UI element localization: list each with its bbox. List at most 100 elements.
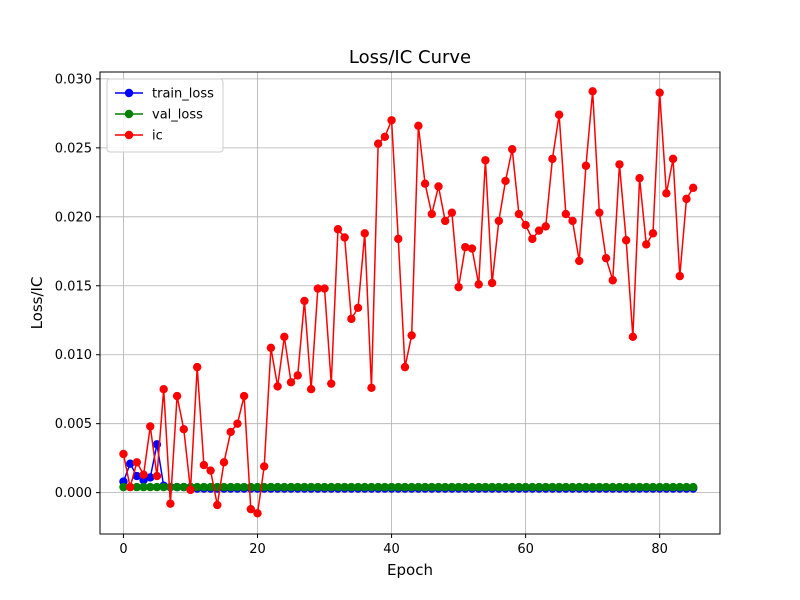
val_loss-point xyxy=(306,482,316,492)
val_loss-point xyxy=(400,482,410,492)
val_loss-point xyxy=(320,482,329,492)
val_loss-point xyxy=(575,482,584,492)
ic-point xyxy=(206,466,215,475)
legend-item-ic: ic xyxy=(115,129,163,144)
ic-point xyxy=(662,189,671,198)
val_loss-point xyxy=(447,482,457,492)
val_loss-point xyxy=(139,482,148,492)
val_loss-point xyxy=(367,482,376,492)
val_loss-point xyxy=(675,482,684,492)
ic-point xyxy=(501,176,510,186)
x-tick-label: 80 xyxy=(651,542,668,557)
val_loss-point xyxy=(688,482,698,492)
val_loss-point xyxy=(642,482,651,492)
ic-point xyxy=(494,216,504,226)
val_loss-point xyxy=(528,482,537,492)
val_loss-point xyxy=(554,482,564,492)
ic-point xyxy=(474,280,483,289)
val_loss-point xyxy=(514,482,524,492)
val_loss-point xyxy=(487,482,497,492)
ic-point xyxy=(213,500,222,510)
ic-point xyxy=(440,216,450,226)
val_loss-point xyxy=(380,482,390,492)
ic-point xyxy=(380,132,390,142)
val_loss-point xyxy=(588,482,597,492)
ic-point xyxy=(367,383,376,393)
ic-point xyxy=(454,282,463,292)
val_loss-point xyxy=(353,482,363,492)
val_loss-point xyxy=(541,482,550,492)
ic-point xyxy=(601,253,611,263)
ic-point xyxy=(166,499,175,508)
ic-point xyxy=(461,242,470,252)
ic-point xyxy=(628,332,638,341)
val_loss-point xyxy=(347,482,356,492)
ic-point xyxy=(561,209,571,219)
val_loss-point xyxy=(119,482,128,492)
ic-point xyxy=(648,229,658,238)
ic-point xyxy=(132,458,142,467)
ic-point xyxy=(192,362,202,372)
ic-point xyxy=(688,183,698,193)
ic-point xyxy=(514,209,524,219)
ic-point xyxy=(554,110,564,119)
ic-point xyxy=(675,271,684,281)
ic-point xyxy=(414,121,423,130)
ic-point xyxy=(273,382,282,391)
val_loss-point xyxy=(293,482,302,492)
val_loss-point xyxy=(595,482,604,492)
y-axis-title: Loss/IC xyxy=(28,277,46,330)
ic-point xyxy=(320,284,329,293)
legend-swatch-marker xyxy=(124,88,134,98)
ic-point xyxy=(481,156,490,165)
ic-point xyxy=(608,276,617,285)
ic-point xyxy=(407,331,416,340)
ic-line xyxy=(122,91,694,515)
ic-point xyxy=(581,161,591,170)
y-tick-label: 0.030 xyxy=(55,72,92,87)
val_loss-point xyxy=(601,482,611,492)
plot-frame xyxy=(99,71,721,535)
val_loss-point xyxy=(668,482,678,492)
legend-swatch-marker xyxy=(124,109,134,119)
ic-point xyxy=(655,88,664,97)
val_loss-point xyxy=(615,482,624,492)
legend-item-train_loss: train_loss xyxy=(115,87,214,102)
val_loss-point xyxy=(239,482,249,492)
ic-point xyxy=(621,236,631,245)
ic-point xyxy=(548,154,557,164)
val_loss-point xyxy=(273,482,282,492)
y-tick-label: 0.015 xyxy=(55,279,92,294)
val_loss-point xyxy=(373,482,383,492)
ic-point xyxy=(394,234,403,244)
ic-point xyxy=(467,244,477,253)
ic-point xyxy=(306,384,316,394)
chart-title: Loss/IC Curve xyxy=(349,47,471,68)
ic-point xyxy=(360,229,369,238)
val_loss-point xyxy=(628,482,638,492)
val_loss-point xyxy=(454,482,463,492)
ic-point xyxy=(427,209,436,219)
y-tick-label: 0.000 xyxy=(55,486,92,501)
val_loss-point xyxy=(166,482,175,492)
val_loss-point xyxy=(219,482,229,492)
val_loss-point xyxy=(648,482,658,492)
val_loss-point xyxy=(481,482,490,492)
val_loss-point xyxy=(179,482,188,492)
ic-point xyxy=(340,233,349,242)
val_loss-point xyxy=(414,482,423,492)
val_loss-point xyxy=(280,482,289,492)
ic-point xyxy=(387,116,396,125)
ic-point xyxy=(521,220,530,230)
ic-point xyxy=(615,160,624,169)
val_loss-point xyxy=(286,482,296,492)
y-tick-label: 0.005 xyxy=(55,417,92,432)
ic-point xyxy=(146,422,155,431)
ic-point xyxy=(682,194,691,204)
ic-point xyxy=(528,234,537,244)
legend-label: val_loss xyxy=(152,108,203,123)
ic-point xyxy=(266,343,276,353)
ic-point xyxy=(420,179,430,188)
